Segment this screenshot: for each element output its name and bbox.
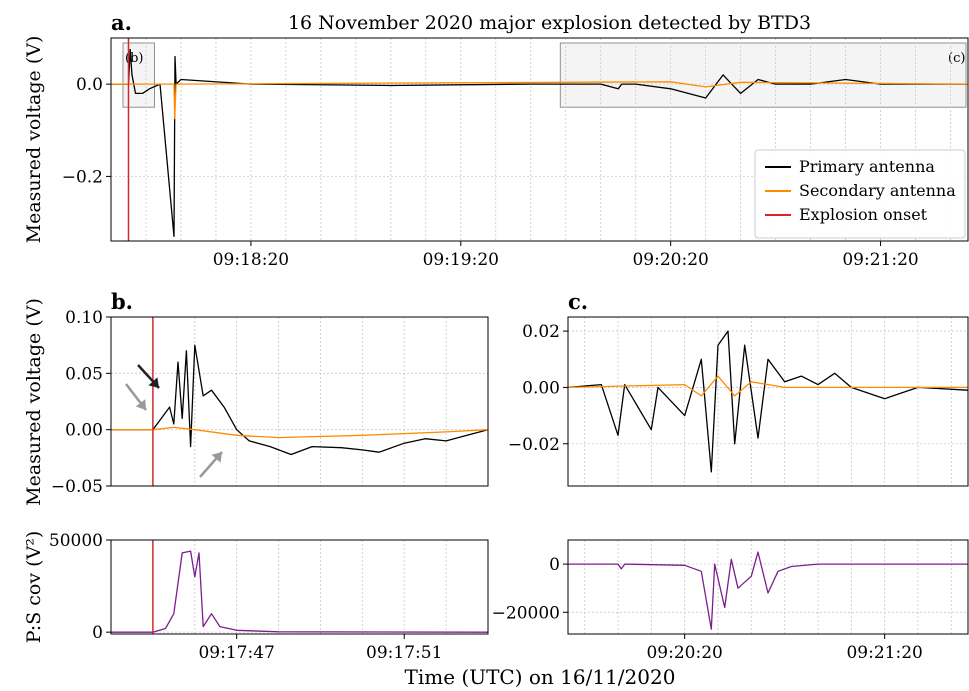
zoom-region-label: (c)	[948, 51, 965, 66]
y-axis-label: Measured voltage (V)	[23, 36, 45, 244]
y-tick-label: 0.02	[522, 322, 560, 342]
y-tick-label: 0	[549, 555, 560, 575]
x-tick-label: 09:18:20	[213, 250, 289, 270]
y-tick-label: 0.05	[65, 364, 103, 384]
annotation-arrowhead	[148, 377, 159, 388]
x-tick-label: 09:19:20	[423, 250, 499, 270]
plot-area	[568, 330, 968, 473]
series-line-p-s-cov	[111, 550, 488, 633]
plot-area	[111, 344, 488, 456]
figure-x-axis-label: Time (UTC) on 16/11/2020	[405, 665, 676, 689]
y-tick-label: −0.05	[51, 477, 103, 497]
zoom-region-1	[559, 42, 967, 108]
y-axis-label: Measured voltage (V)	[23, 298, 45, 506]
x-tick-label: 09:21:20	[842, 250, 918, 270]
series-line-primary-antenna	[111, 48, 968, 238]
plot-area	[111, 48, 968, 238]
x-tick-label: 09:17:47	[198, 643, 274, 663]
x-tick-label: 09:20:20	[646, 643, 722, 663]
y-tick-label: −20000	[492, 603, 560, 623]
series-line-secondary-antenna	[111, 81, 968, 120]
series-line-p-s-cov	[568, 551, 968, 630]
y-tick-label: 0.00	[522, 378, 560, 398]
legend-entry: Secondary antenna	[799, 181, 956, 200]
legend-box	[754, 149, 966, 239]
y-tick-label: 50000	[49, 531, 103, 551]
x-tick-label: 09:20:20	[632, 250, 708, 270]
y-tick-label: −0.02	[508, 435, 560, 455]
chart-title: 16 November 2020 major explosion detecte…	[288, 12, 811, 34]
x-tick-label: 09:21:20	[846, 643, 922, 663]
y-tick-label: −0.2	[62, 167, 103, 187]
series-line-secondary-antenna	[111, 426, 488, 439]
panel-a: (b) (c)−0.20.009:18:20 09:19:20 09:20:20 09:…	[23, 10, 969, 270]
x-tick-label: 09:17:51	[366, 643, 442, 663]
y-axis-label: P:S cov (V²)	[23, 531, 45, 644]
panel-c: −0.02 0.00 0.02 c.	[508, 289, 969, 487]
annotation-arrowhead	[135, 399, 146, 410]
series-line-primary-antenna	[568, 330, 968, 473]
panel-label: a.	[111, 10, 132, 35]
series-line-secondary-antenna	[568, 375, 968, 397]
legend-entry: Primary antenna	[799, 157, 935, 176]
panel-b: −0.05 0.00 0.05 0.10 b. Measured voltage (V)	[23, 289, 489, 506]
annotation-arrowhead	[211, 452, 222, 463]
panel-c-cov: −20000 0 09:20:20 09:21:20	[492, 539, 969, 663]
plot-frame	[110, 316, 489, 487]
panel-b-cov: 0 50000 09:17:47 09:17:51 P:S cov (V²)	[23, 531, 489, 663]
y-tick-label: 0.00	[65, 421, 103, 441]
y-tick-label: 0.10	[65, 308, 103, 328]
legend-entry: Explosion onset	[799, 205, 928, 224]
y-tick-label: 0.0	[76, 75, 103, 95]
plot-frame	[110, 37, 969, 242]
panel-label: b.	[111, 289, 133, 314]
plot-area	[568, 551, 968, 630]
panel-label: c.	[568, 289, 588, 314]
plot-frame	[567, 316, 969, 487]
y-tick-label: 0	[92, 623, 103, 643]
plot-area	[111, 550, 488, 633]
plot-frame	[110, 539, 489, 635]
plot-frame	[567, 539, 969, 635]
series-line-primary-antenna	[111, 344, 488, 456]
